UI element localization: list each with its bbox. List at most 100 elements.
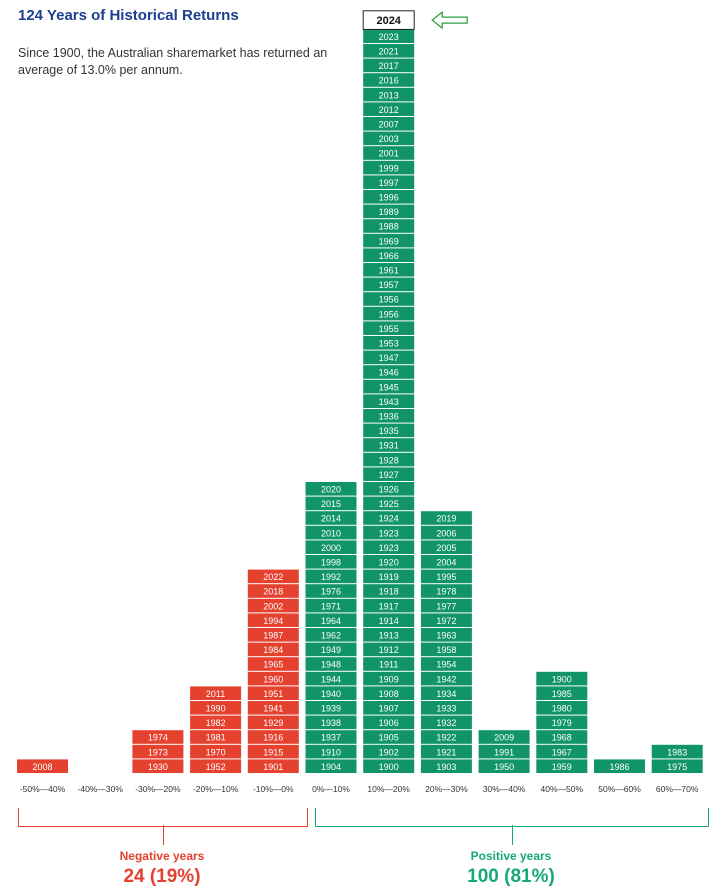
year-label: 2011 [206,689,225,699]
year-cell [363,569,415,584]
year-label: 1920 [379,558,399,568]
year-label: 1956 [379,309,399,319]
year-label: 2009 [494,733,514,743]
year-label: 1908 [379,689,399,699]
year-cell [305,569,357,584]
year-label: 1960 [263,674,283,684]
year-label: 1953 [379,339,399,349]
year-cell [594,759,645,773]
positive-years-label: Positive years [470,849,552,863]
year-label: 1952 [206,762,226,772]
year-cell [247,613,299,627]
year-cell [363,511,415,525]
year-label: 1979 [552,718,572,728]
year-label: 1936 [379,412,399,422]
year-label: 1957 [379,280,399,290]
year-label: 2017 [379,61,399,71]
year-label: 1987 [263,631,283,641]
year-cell [305,701,357,715]
year-label: 1901 [263,762,283,772]
year-label: 1985 [552,689,572,699]
year-label: 1933 [436,704,456,714]
chart-title: 124 Years of Historical Returns [18,7,239,24]
year-label: 1970 [206,747,226,757]
year-cell [305,496,357,511]
year-cell [305,525,357,540]
year-label: 1977 [436,601,456,611]
x-tick-label: -20%—10% [193,784,239,794]
year-cell [536,759,588,773]
year-label: 2023 [379,32,399,42]
year-label: 1966 [379,251,399,261]
year-label: 1990 [206,704,226,714]
year-label: 1924 [379,514,399,524]
year-cell [363,701,415,715]
year-cell [651,759,703,773]
year-label: 1905 [379,733,399,743]
year-label: 1944 [321,674,341,684]
year-label: 1943 [379,397,399,407]
year-label: 1931 [379,441,399,451]
year-cell [190,759,242,773]
year-label: 1998 [321,558,341,568]
year-cell [363,175,415,189]
year-cell [420,555,472,569]
year-cell [420,540,472,554]
year-cell [363,657,415,671]
year-cell [420,569,472,584]
year-cell [363,44,415,58]
year-label: 1986 [609,762,629,772]
year-cell [363,29,415,43]
year-cell [17,759,68,773]
year-cell [305,584,357,598]
year-cell [190,686,242,700]
year-cell [478,730,530,744]
year-label: 1947 [379,353,399,363]
year-cell [363,598,415,613]
year-label: 2005 [436,543,456,553]
year-label: 1900 [379,762,399,772]
year-cell [305,657,357,671]
year-label: 1956 [379,295,399,305]
positive-bracket [315,808,709,845]
year-label: 1916 [263,733,283,743]
year-label: 1991 [494,747,514,757]
year-label: 2006 [436,528,456,538]
year-label: 2021 [379,47,399,57]
year-label: 1923 [379,543,399,553]
year-cell [363,160,415,175]
year-cell [363,204,415,219]
year-cell [363,117,415,131]
year-cell [247,701,299,715]
year-label: 2003 [379,134,399,144]
year-cell [363,715,415,730]
year-cell [190,744,242,759]
x-tick-label: -30%—20% [135,784,181,794]
year-cell [247,584,299,598]
year-label: 1921 [436,747,456,757]
year-cell [247,569,299,584]
year-label: 1994 [263,616,283,626]
year-cell [305,511,357,525]
year-label: 1962 [321,631,341,641]
year-cell [363,379,415,394]
year-cell [247,730,299,744]
year-label: 2014 [321,514,341,524]
year-label: 1904 [321,762,341,772]
year-cell [536,730,588,744]
year-label: 1967 [552,747,572,757]
year-cell [305,671,357,686]
year-cell [363,219,415,233]
year-label: 1989 [379,207,399,217]
year-cell [420,598,472,613]
year-cell [247,642,299,657]
year-label: 2020 [321,485,341,495]
year-cell [363,233,415,248]
year-label: 1984 [263,645,283,655]
year-label: 1972 [436,616,456,626]
year-cell [363,584,415,598]
year-cell [305,540,357,554]
year-cell [536,671,588,686]
year-label: 1950 [494,762,514,772]
year-cell [420,759,472,773]
